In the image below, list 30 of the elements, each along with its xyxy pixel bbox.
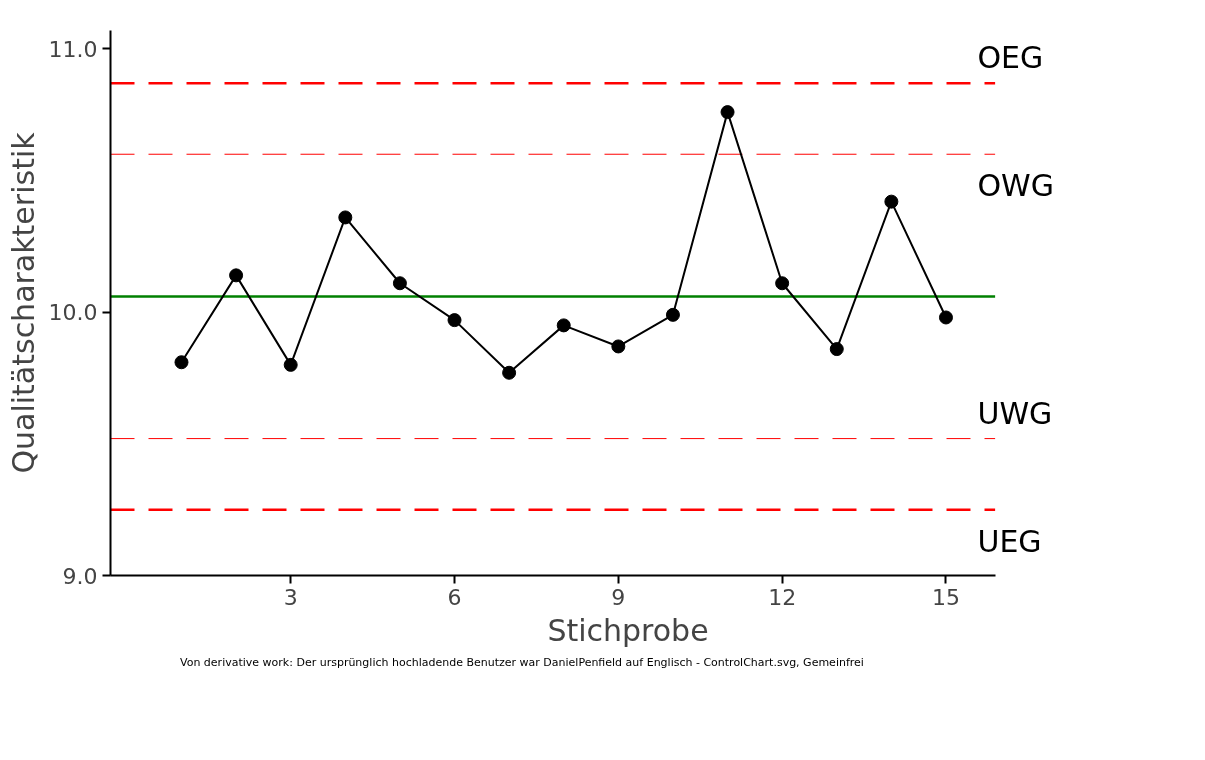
point <box>775 276 790 291</box>
point <box>884 194 899 209</box>
text: Von derivative work: Der ursprünglich hochladende Benutzer war DanielPenfield auf Englisch - ControlChart.svg, Gemeinfrei <box>180 655 864 671</box>
x-tick-label: 3 <box>283 584 298 610</box>
y-tick-label: 10.0 <box>48 300 98 326</box>
point <box>611 339 626 354</box>
point <box>665 307 680 322</box>
point <box>283 357 298 372</box>
point <box>502 365 517 380</box>
point <box>447 313 462 328</box>
point <box>829 342 844 357</box>
y-tick-label: 9.0 <box>62 563 98 589</box>
ref-line-label: OWG <box>977 168 1054 204</box>
x-axis-title: Stichprobe <box>547 612 709 648</box>
x-tick-label: 15 <box>931 584 960 610</box>
y-axis-title: Qualitätscharakteristik <box>5 131 41 474</box>
point <box>392 276 407 291</box>
point <box>229 268 244 283</box>
x-tick-label: 12 <box>768 584 797 610</box>
x-tick-label: 6 <box>447 584 462 610</box>
point <box>556 318 571 333</box>
ref-line-label: OEG <box>977 40 1044 76</box>
point <box>338 210 353 225</box>
y-tick-label: 11.0 <box>48 36 98 62</box>
x-tick-label: 9 <box>611 584 626 610</box>
point <box>938 310 953 325</box>
point <box>720 105 735 120</box>
ref-line-label: UEG <box>977 523 1042 559</box>
point <box>174 355 189 370</box>
ref-line-label: UWG <box>977 395 1053 431</box>
